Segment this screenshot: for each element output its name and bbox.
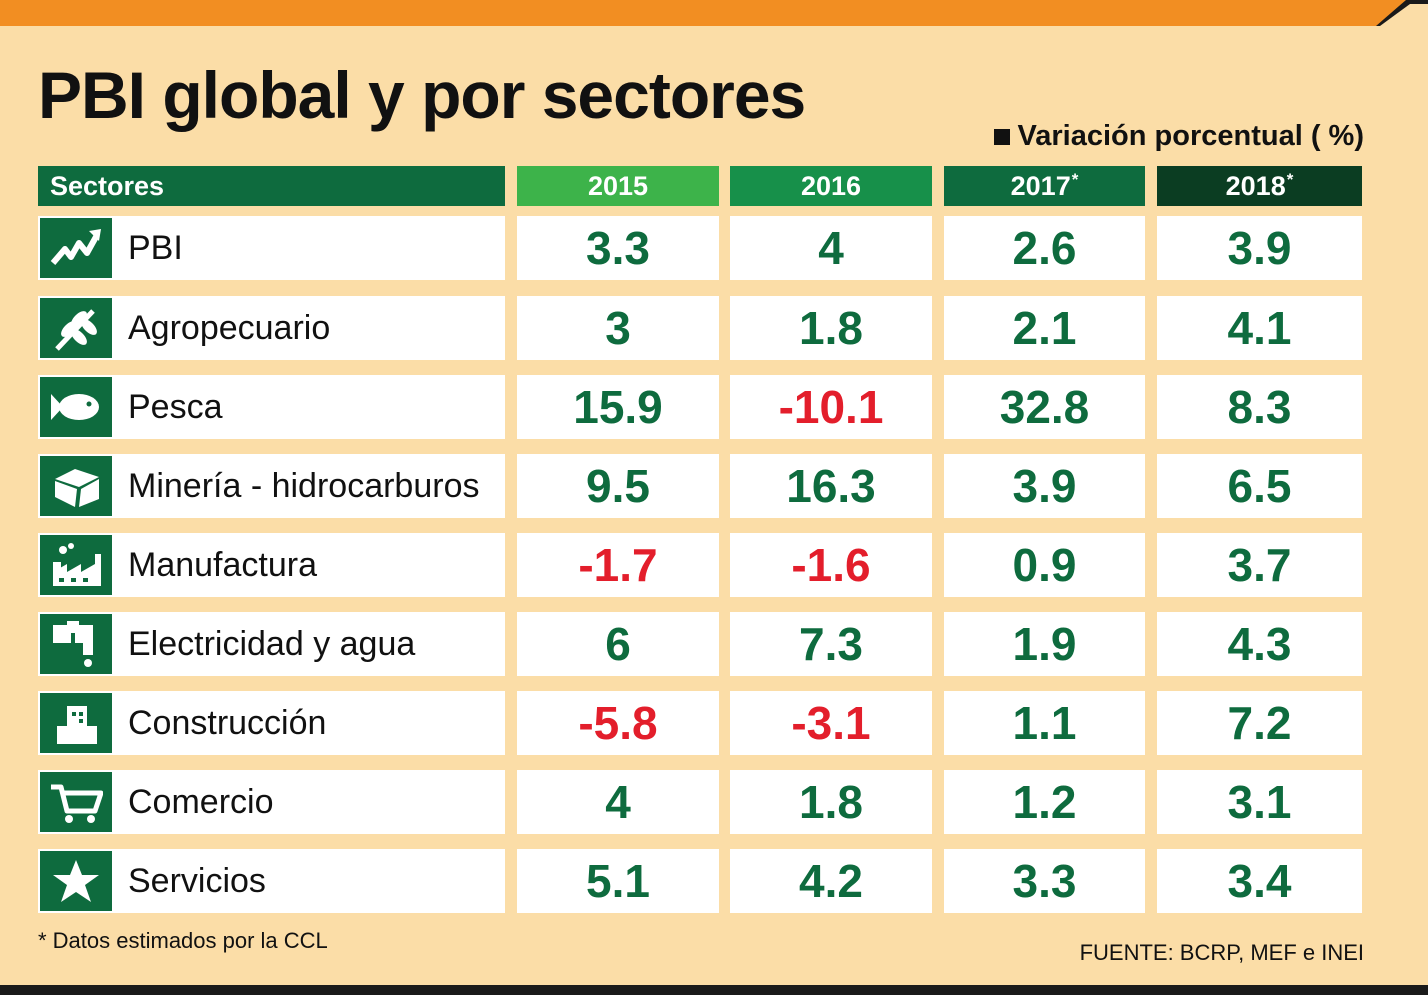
table-row: Manufactura -1.7 -1.6 0.9 3.7 — [38, 533, 1362, 597]
value-cell-2017: 1.2 — [944, 770, 1145, 834]
sector-name: Pesca — [128, 388, 223, 426]
sector-name: Construcción — [128, 704, 327, 742]
sector-name: Servicios — [128, 862, 266, 900]
legend-square-icon — [993, 128, 1010, 145]
table-row: Agropecuario 3 1.8 2.1 4.1 — [38, 296, 1362, 360]
table-row: Pesca 15.9 -10.1 32.8 8.3 — [38, 375, 1362, 439]
sector-cell: Manufactura — [38, 533, 505, 597]
value-cell-2015: -5.8 — [517, 691, 719, 755]
sector-cell: Pesca — [38, 375, 505, 439]
footnote: * Datos estimados por la CCL — [38, 928, 328, 953]
header-2015: 2015 — [517, 166, 719, 206]
value-cell-2017: 1.1 — [944, 691, 1145, 755]
sector-cell: Servicios — [38, 849, 505, 913]
table-row: Electricidad y agua 6 7.3 1.9 4.3 — [38, 612, 1362, 676]
value-cell-2016: -3.1 — [730, 691, 932, 755]
header-2016: 2016 — [730, 166, 932, 206]
factory-icon — [40, 535, 112, 595]
table-row: Construcción -5.8 -3.1 1.1 7.2 — [38, 691, 1362, 755]
value-cell-2017: 2.1 — [944, 296, 1145, 360]
star-icon — [40, 851, 112, 911]
value-cell-2017: 1.9 — [944, 612, 1145, 676]
faucet-icon — [40, 614, 112, 674]
bottom-bar — [0, 985, 1428, 995]
value-cell-2016: 7.3 — [730, 612, 932, 676]
building-icon — [40, 693, 112, 753]
header-2018: 2018 * — [1157, 166, 1362, 206]
sector-name: Agropecuario — [128, 309, 331, 347]
sector-cell: Agropecuario — [38, 296, 505, 360]
value-cell-2017: 0.9 — [944, 533, 1145, 597]
unit-label: Variación porcentual ( %) — [993, 120, 1364, 153]
header-sectores: Sectores — [38, 166, 505, 206]
table-row: Minería - hidrocarburos 9.5 16.3 3.9 6.5 — [38, 454, 1362, 518]
sector-cell: Electricidad y agua — [38, 612, 505, 676]
sector-name: Electricidad y agua — [128, 625, 416, 663]
value-cell-2015: 6 — [517, 612, 719, 676]
value-cell-2018: 6.5 — [1157, 454, 1362, 518]
sector-cell: PBI — [38, 216, 505, 280]
mineral-icon — [40, 456, 112, 516]
sector-name: Minería - hidrocarburos — [128, 467, 480, 505]
value-cell-2016: 1.8 — [730, 296, 932, 360]
value-cell-2018: 7.2 — [1157, 691, 1362, 755]
cart-icon — [40, 772, 112, 832]
value-cell-2015: 5.1 — [517, 849, 719, 913]
value-cell-2016: 16.3 — [730, 454, 932, 518]
sector-cell: Comercio — [38, 770, 505, 834]
value-cell-2016: 4.2 — [730, 849, 932, 913]
value-cell-2015: 9.5 — [517, 454, 719, 518]
value-cell-2018: 4.1 — [1157, 296, 1362, 360]
wheat-icon — [40, 298, 112, 358]
table-row: PBI 3.3 4 2.6 3.9 — [38, 216, 1362, 280]
value-cell-2016: 4 — [730, 216, 932, 280]
source-note: FUENTE: BCRP, MEF e INEI — [1079, 940, 1364, 965]
value-cell-2016: -10.1 — [730, 375, 932, 439]
value-cell-2018: 3.9 — [1157, 216, 1362, 280]
table-row: Servicios 5.1 4.2 3.3 3.4 — [38, 849, 1362, 913]
value-cell-2015: 4 — [517, 770, 719, 834]
sector-name: PBI — [128, 229, 183, 267]
value-cell-2018: 8.3 — [1157, 375, 1362, 439]
table-row: Comercio 4 1.8 1.2 3.1 — [38, 770, 1362, 834]
value-cell-2017: 32.8 — [944, 375, 1145, 439]
sector-cell: Minería - hidrocarburos — [38, 454, 505, 518]
sector-name: Manufactura — [128, 546, 317, 584]
value-cell-2018: 3.1 — [1157, 770, 1362, 834]
value-cell-2015: 3 — [517, 296, 719, 360]
value-cell-2015: 3.3 — [517, 216, 719, 280]
value-cell-2017: 3.3 — [944, 849, 1145, 913]
value-cell-2017: 3.9 — [944, 454, 1145, 518]
trend-up-icon — [40, 218, 112, 278]
fish-icon — [40, 377, 112, 437]
sector-cell: Construcción — [38, 691, 505, 755]
header-2017: 2017 * — [944, 166, 1145, 206]
page-title: PBI global y por sectores — [38, 58, 806, 132]
value-cell-2018: 3.4 — [1157, 849, 1362, 913]
value-cell-2015: 15.9 — [517, 375, 719, 439]
value-cell-2018: 3.7 — [1157, 533, 1362, 597]
value-cell-2015: -1.7 — [517, 533, 719, 597]
value-cell-2018: 4.3 — [1157, 612, 1362, 676]
sector-name: Comercio — [128, 783, 274, 821]
top-bar-notch — [1376, 0, 1428, 26]
top-accent-bar — [0, 0, 1428, 26]
value-cell-2016: 1.8 — [730, 770, 932, 834]
value-cell-2016: -1.6 — [730, 533, 932, 597]
value-cell-2017: 2.6 — [944, 216, 1145, 280]
